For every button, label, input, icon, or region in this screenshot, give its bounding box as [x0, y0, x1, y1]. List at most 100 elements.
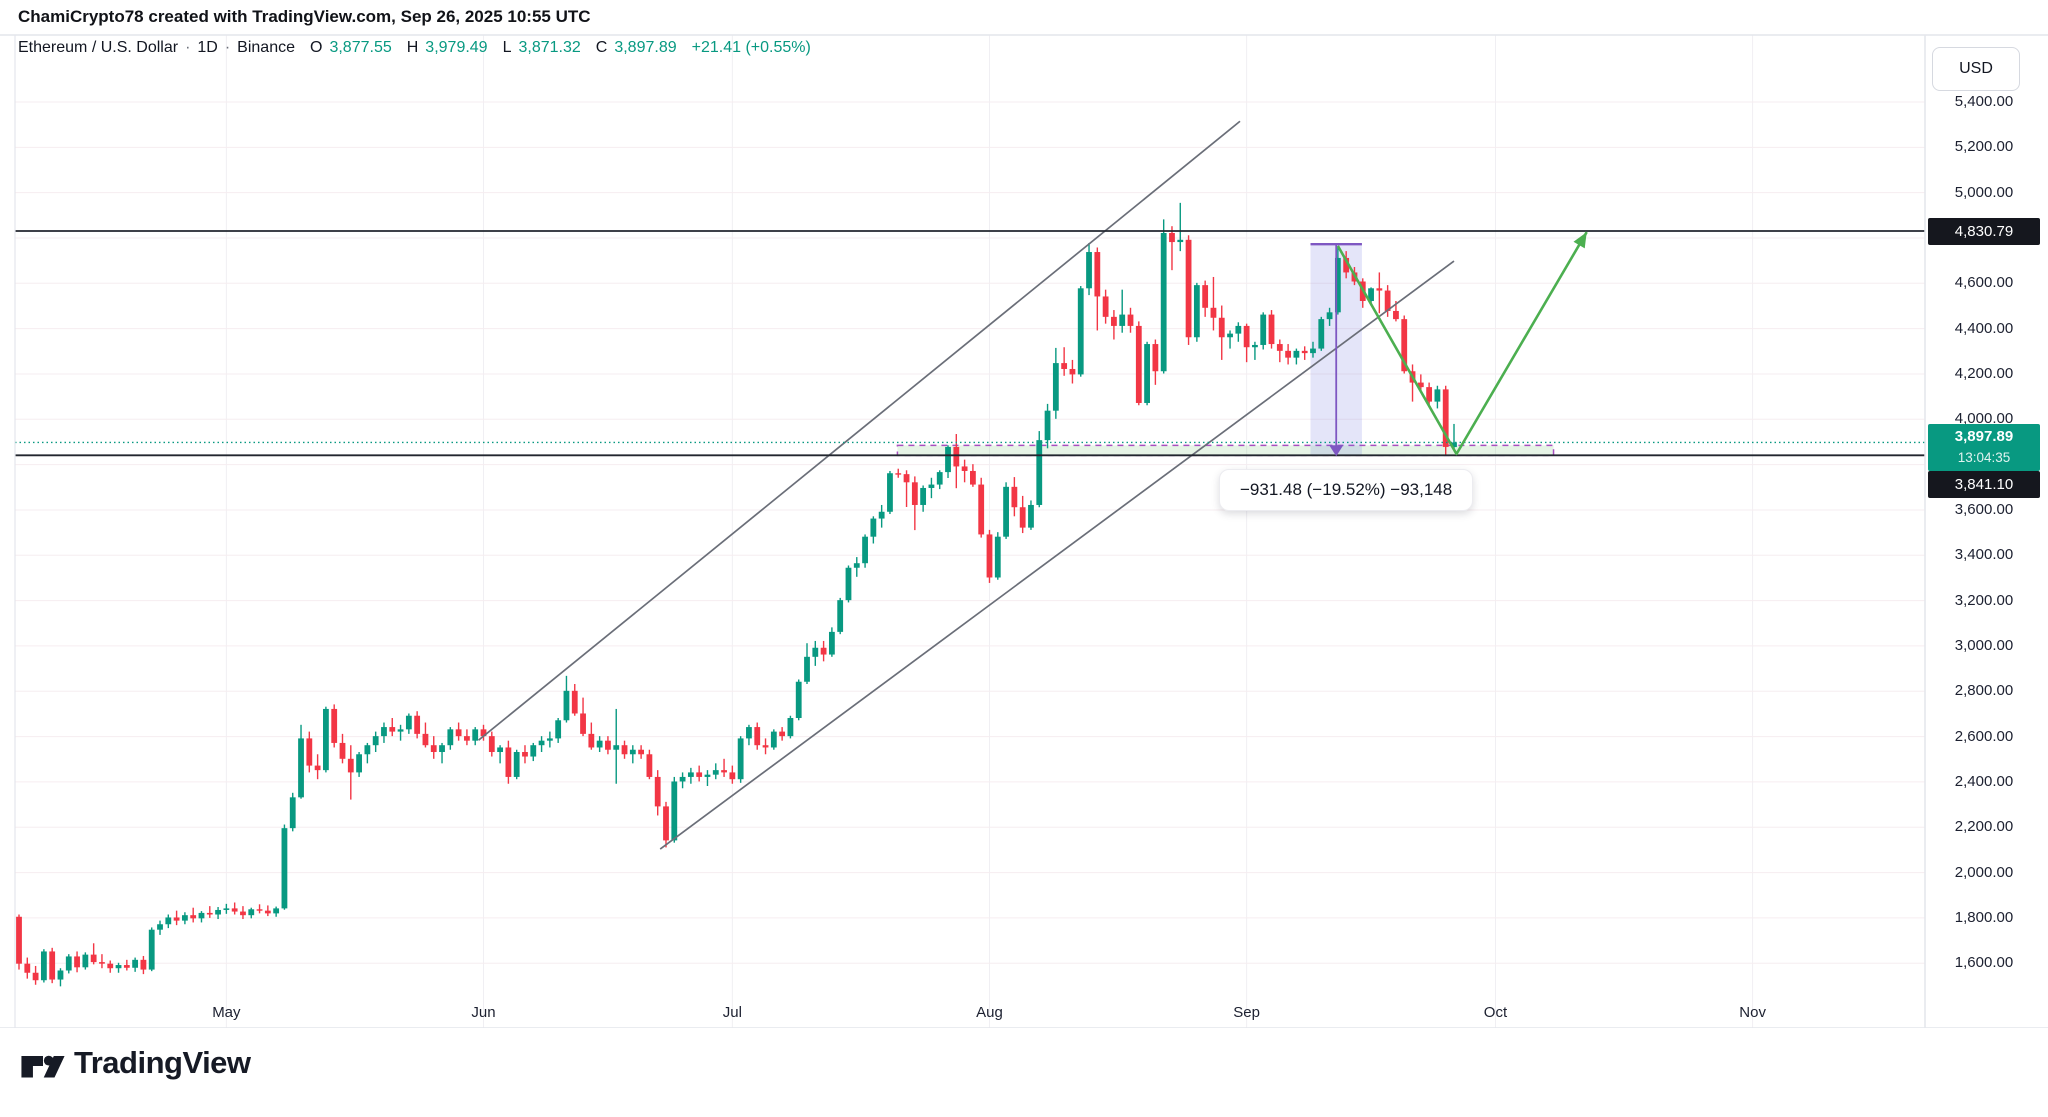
candle-body	[961, 466, 968, 471]
time-axis-label-aug: Aug	[976, 1004, 1003, 1021]
candle-body	[1152, 344, 1159, 372]
candle-body	[762, 745, 769, 748]
candle-body	[754, 727, 761, 746]
measurement-arrow-down	[1329, 445, 1344, 457]
candle-body	[1218, 317, 1225, 338]
candle-body	[82, 954, 89, 968]
price-axis-label: 1,600.00	[1954, 954, 2014, 972]
candle-body	[804, 656, 810, 682]
time-axis-label-jun: Jun	[471, 1004, 496, 1021]
candle-body	[488, 736, 495, 753]
candle-body	[1334, 257, 1341, 313]
candle-body	[40, 951, 47, 981]
candle-body	[679, 776, 686, 782]
time-axis-label-may: May	[212, 1004, 241, 1021]
time-axis-label-oct: Oct	[1483, 1004, 1508, 1021]
candle-body	[563, 690, 570, 721]
candle-body	[1442, 389, 1449, 447]
candle-body	[430, 745, 437, 753]
candle-body	[1293, 350, 1300, 358]
candle-body	[364, 745, 371, 755]
tradingview-logo-icon	[21, 1055, 65, 1078]
candle-body	[289, 797, 296, 829]
candle-body	[1011, 486, 1018, 508]
candle-body	[1052, 363, 1059, 411]
candle-body	[323, 708, 329, 771]
candle-body	[646, 754, 653, 777]
change-value: +21.41 (+0.55%)	[691, 39, 811, 56]
candle-body	[1451, 442, 1457, 448]
price-axis-label: 2,400.00	[1954, 772, 2014, 790]
candle-body	[165, 917, 172, 925]
price-axis-label: 3,600.00	[1954, 500, 2014, 518]
candle-body	[936, 472, 943, 485]
candle-body	[1260, 314, 1267, 345]
candle-body	[1301, 350, 1308, 354]
candle-body	[298, 738, 304, 798]
candle-body	[505, 747, 512, 777]
close-label: C	[595, 39, 608, 56]
candle-body	[107, 963, 114, 969]
candle-body	[1144, 344, 1150, 403]
candle-body	[198, 912, 205, 919]
candle-body	[1318, 319, 1325, 349]
currency-toggle-button[interactable]: USD	[1932, 47, 2020, 91]
candle-body	[1094, 252, 1101, 297]
candle-body	[1326, 312, 1333, 320]
candle-body	[1036, 440, 1043, 505]
candle-body	[870, 518, 877, 537]
price-axis-label: 5,200.00	[1954, 138, 2014, 156]
candle-body	[538, 740, 545, 746]
candle-body	[1426, 387, 1433, 402]
candle-body	[447, 729, 454, 746]
exchange-label: Binance	[237, 39, 295, 56]
interval-label: 1D	[197, 39, 218, 56]
candle-body	[571, 690, 578, 714]
price-axis-label: 2,200.00	[1954, 818, 2014, 836]
price-axis-label: 2,000.00	[1954, 863, 2014, 881]
candle-body	[223, 908, 230, 910]
candle-body	[422, 733, 429, 746]
legend-separator: ·	[185, 39, 191, 56]
candle-body	[215, 909, 221, 915]
candle-body	[281, 828, 288, 909]
upper-line-price-badge: 4,830.79	[1928, 217, 2040, 245]
candle-body	[828, 631, 835, 655]
candle-body	[654, 776, 661, 807]
candle-body	[1268, 314, 1275, 345]
candle-body	[1401, 319, 1408, 372]
candle-body	[605, 740, 611, 750]
candle-body	[1235, 325, 1242, 334]
candle-body	[1077, 288, 1084, 375]
candle-body	[181, 915, 188, 921]
candle-body	[497, 747, 503, 753]
candle-body	[414, 715, 421, 734]
candle-body	[687, 772, 694, 777]
candle-body	[140, 959, 147, 970]
candle-body	[878, 511, 885, 519]
lower-trendline	[659, 260, 1455, 850]
projection-arrowhead	[1573, 232, 1587, 249]
candle-body	[1119, 314, 1126, 326]
candle-body	[273, 908, 280, 914]
candle-body	[206, 912, 213, 915]
price-axis-label: 5,400.00	[1954, 93, 2014, 110]
candle-body	[837, 600, 844, 632]
candle-body	[1127, 314, 1134, 326]
candle-body	[32, 972, 39, 981]
price-axis-label: 4,400.00	[1954, 319, 2014, 337]
candle-body	[1376, 288, 1383, 291]
candle-body	[1169, 232, 1175, 243]
candle-body	[596, 740, 603, 748]
candle-body	[389, 727, 396, 732]
candle-body	[1185, 239, 1192, 338]
candle-body	[1202, 285, 1209, 308]
candle-body	[1003, 486, 1009, 537]
price-axis-label: 2,800.00	[1954, 682, 2014, 700]
candle-body	[397, 729, 404, 732]
candle-body	[49, 951, 56, 980]
symbol-legend[interactable]: Ethereum / U.S. Dollar · 1D · Binance O …	[18, 39, 811, 57]
candle-body	[1227, 333, 1233, 338]
candle-body	[24, 963, 31, 973]
